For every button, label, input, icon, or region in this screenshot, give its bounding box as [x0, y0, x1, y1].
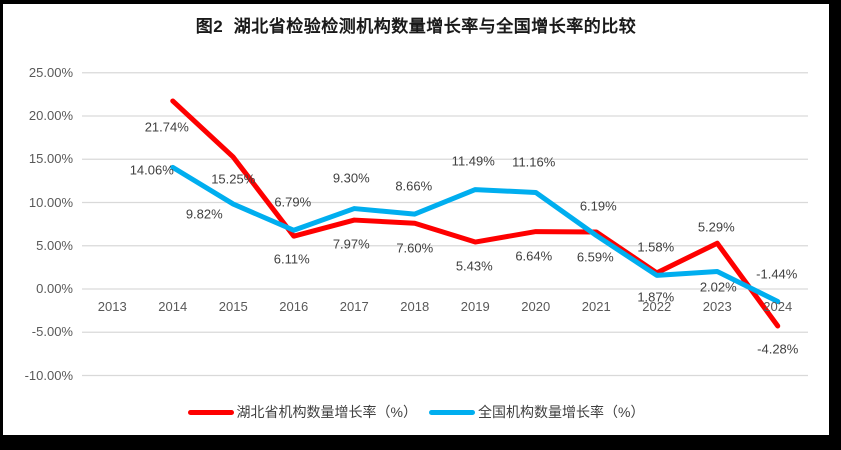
- national-data-label: 2.02%: [699, 279, 737, 295]
- national-data-label: 11.16%: [512, 154, 556, 170]
- hubei-data-label: 21.74%: [144, 119, 189, 135]
- hubei-data-label: 1.87%: [637, 289, 675, 305]
- x-axis-tick: 2013: [97, 299, 127, 314]
- legend-line-swatch: [429, 409, 475, 415]
- legend-line-swatch: [187, 409, 234, 415]
- national-data-label: 6.19%: [579, 198, 617, 214]
- y-axis-tick: 15.00%: [28, 151, 73, 167]
- chart-legend: 湖北省机构数量增长率（%） 全国机构数量增长率（%）: [3, 402, 829, 422]
- x-axis-tick: 2021: [581, 299, 611, 314]
- y-axis-tick: -5.00%: [31, 324, 73, 340]
- y-axis-tick: -10.00%: [24, 367, 73, 383]
- x-axis-tick: 2019: [460, 299, 490, 314]
- hubei-data-label: 15.25%: [211, 171, 256, 187]
- x-axis-tick: 2022: [642, 299, 672, 314]
- national-data-label: 1.58%: [637, 239, 675, 255]
- hubei-data-label: 5.29%: [697, 219, 735, 235]
- y-axis-tick: 25.00%: [28, 64, 73, 80]
- legend-label: 湖北省机构数量增长率（%）: [236, 404, 417, 420]
- x-axis-tick: 2018: [400, 299, 430, 314]
- national-series-line: [170, 164, 781, 304]
- chart-title: 图2 湖北省检验检测机构数量增长率与全国增长率的比较: [195, 17, 637, 36]
- x-axis-tick: 2016: [279, 299, 309, 314]
- national-data-label: 6.79%: [274, 194, 312, 210]
- x-axis-tick: 2015: [218, 299, 248, 314]
- hubei-series-line: [170, 98, 781, 329]
- line-chart-plot: [82, 72, 808, 377]
- hubei-data-label: 6.64%: [515, 248, 553, 264]
- hubei-data-label: 5.43%: [455, 258, 493, 274]
- hubei-data-label: -4.28%: [757, 341, 799, 357]
- x-axis-tick: 2017: [339, 299, 369, 314]
- y-axis-tick: 20.00%: [28, 108, 73, 123]
- hubei-data-label: 6.59%: [576, 249, 614, 265]
- y-axis-tick: 0.00%: [36, 281, 73, 296]
- hubei-data-label: 7.97%: [332, 236, 370, 252]
- y-axis-tick: 10.00%: [28, 194, 73, 210]
- x-axis-tick: 2014: [158, 299, 188, 314]
- x-axis-tick: 2024: [763, 299, 793, 314]
- national-data-label: 9.82%: [185, 206, 223, 222]
- x-axis-tick: 2020: [521, 299, 551, 314]
- x-axis-tick: 2023: [702, 299, 732, 314]
- legend-label: 全国机构数量增长率（%）: [478, 404, 645, 420]
- hubei-data-label: 7.60%: [396, 240, 434, 256]
- legend-item-hubei: 湖北省机构数量增长率（%）: [187, 402, 417, 422]
- national-data-label: 8.66%: [395, 178, 433, 194]
- y-axis-tick: 5.00%: [36, 237, 73, 253]
- national-data-label: 14.06%: [129, 162, 174, 178]
- legend-item-national: 全国机构数量增长率（%）: [429, 402, 644, 422]
- national-data-label: -1.44%: [756, 266, 798, 282]
- national-data-label: 9.30%: [332, 170, 370, 186]
- hubei-data-label: 6.11%: [273, 251, 310, 267]
- national-data-label: 11.49%: [451, 153, 495, 169]
- chart-canvas: 图2 湖北省检验检测机构数量增长率与全国增长率的比较 25.00% 20.00% 1…: [3, 4, 829, 435]
